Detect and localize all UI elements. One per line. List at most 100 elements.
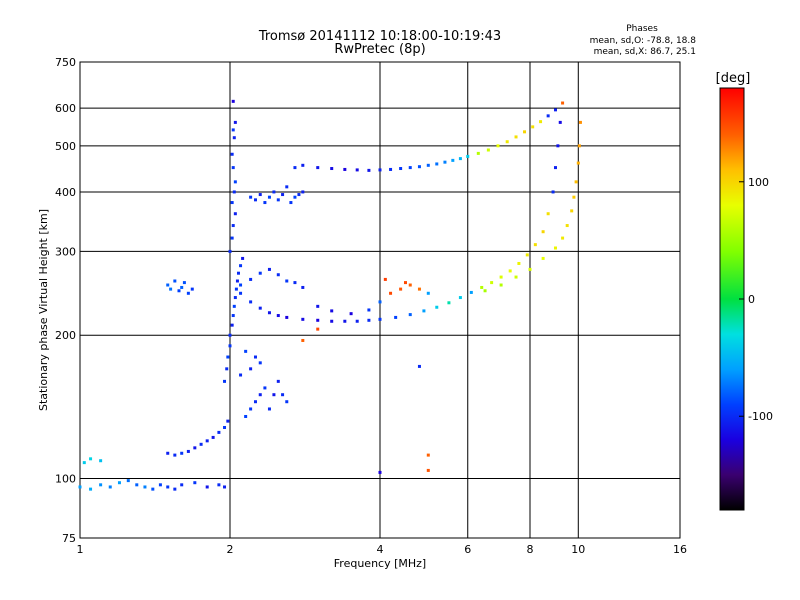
data-point (244, 349, 248, 353)
data-point (293, 166, 297, 170)
x-tick-label: 6 (464, 543, 471, 556)
data-point (367, 168, 371, 172)
data-point (561, 236, 565, 240)
data-point (531, 125, 535, 129)
data-point (378, 300, 382, 304)
data-point (426, 453, 430, 457)
data-point (490, 281, 494, 285)
data-point (143, 485, 147, 489)
colorbar: 100 0 -100 (719, 87, 773, 511)
data-point (285, 400, 289, 404)
data-point (486, 148, 490, 152)
data-point (466, 154, 470, 158)
data-point (539, 120, 543, 124)
data-point (480, 285, 484, 289)
data-point (267, 267, 271, 271)
data-point (451, 158, 455, 162)
data-point (367, 318, 371, 322)
data-point (443, 160, 447, 164)
data-point (249, 367, 253, 371)
data-point (293, 281, 297, 285)
data-point (166, 283, 170, 287)
y-tick-label: 200 (55, 329, 76, 342)
data-point (499, 283, 503, 287)
data-point (182, 281, 186, 285)
data-point (228, 249, 232, 253)
data-point (285, 315, 289, 319)
y-tick-label: 75 (62, 532, 76, 545)
data-point (447, 301, 451, 305)
data-point (408, 166, 412, 170)
data-point (316, 327, 320, 331)
data-point (233, 296, 237, 300)
data-point (258, 361, 262, 365)
data-point (253, 198, 257, 202)
data-point (378, 470, 382, 474)
data-point (126, 479, 130, 483)
data-point (541, 256, 545, 260)
data-point (225, 367, 229, 371)
data-point (173, 487, 177, 491)
data-point (426, 468, 430, 472)
data-point (403, 281, 407, 285)
data-point (316, 166, 320, 170)
data-point (180, 451, 184, 455)
data-point (258, 193, 262, 197)
data-point (272, 393, 276, 397)
data-point (190, 287, 194, 291)
data-point (276, 198, 280, 202)
data-point (99, 459, 103, 463)
data-point (330, 167, 334, 171)
data-point (231, 99, 235, 103)
plot-area: 1 2 4 6 8 10 16 75 100 200 300 400 500 600 750 (55, 56, 687, 556)
data-point (233, 120, 237, 124)
data-point (231, 314, 235, 318)
data-point (533, 243, 537, 247)
x-axis-label: Frequency [MHz] (334, 557, 426, 570)
data-point (236, 271, 240, 275)
data-point (211, 435, 215, 439)
data-point (330, 319, 334, 323)
data-point (258, 306, 262, 310)
data-point (230, 236, 234, 240)
data-point (408, 313, 412, 317)
data-point (525, 253, 529, 257)
data-point (253, 355, 257, 359)
data-point (301, 338, 305, 342)
data-point (578, 120, 582, 124)
data-point (223, 425, 227, 429)
data-point (553, 108, 557, 112)
data-point (267, 311, 271, 315)
data-point (399, 167, 403, 171)
data-point (499, 275, 503, 279)
data-point (205, 439, 209, 443)
data-point (301, 317, 305, 321)
data-point (193, 446, 197, 450)
data-point (258, 393, 262, 397)
data-point (389, 167, 393, 171)
data-point (233, 212, 237, 216)
data-point (217, 430, 221, 434)
data-point (239, 264, 243, 268)
data-point (231, 166, 235, 170)
y-tick-label: 750 (55, 56, 76, 69)
stats-heading: Phases (626, 24, 658, 34)
data-point (551, 190, 555, 194)
data-point (281, 193, 285, 197)
data-point (89, 487, 93, 491)
data-point (285, 279, 289, 283)
data-point (108, 485, 112, 489)
data-point (517, 261, 521, 265)
data-point (355, 168, 359, 172)
data-point (135, 483, 139, 487)
colorbar-tick-label: -100 (748, 410, 773, 423)
data-point (553, 246, 557, 250)
data-point (330, 309, 334, 313)
data-point (239, 291, 243, 295)
data-point (89, 457, 93, 461)
data-point (378, 317, 382, 321)
data-point (523, 130, 527, 134)
data-point (226, 419, 230, 423)
data-point (422, 309, 426, 313)
data-point (469, 290, 473, 294)
